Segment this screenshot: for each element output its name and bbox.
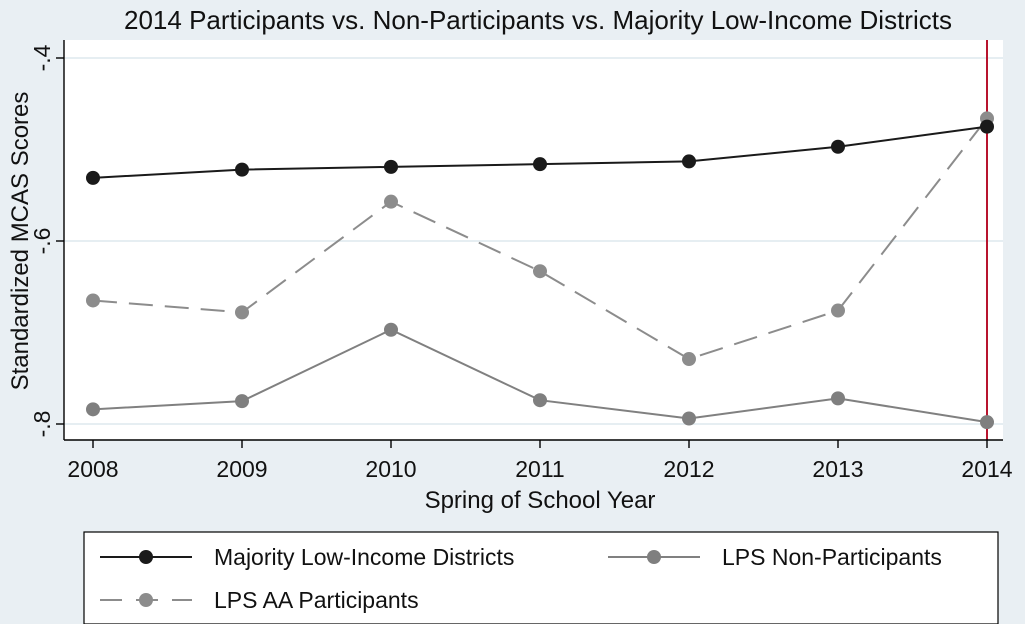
y-axis-label: Standardized MCAS Scores bbox=[7, 92, 34, 391]
series-0-point-6 bbox=[980, 120, 994, 134]
legend-label-0: Majority Low-Income Districts bbox=[214, 544, 514, 570]
series-1-point-3 bbox=[533, 393, 547, 407]
series-1-point-4 bbox=[682, 412, 696, 426]
series-2-point-1 bbox=[235, 305, 249, 319]
series-0-point-3 bbox=[533, 157, 547, 171]
series-2-point-0 bbox=[86, 293, 100, 307]
legend-marker-1 bbox=[647, 550, 661, 564]
legend-label-1: LPS Non-Participants bbox=[722, 544, 942, 570]
series-2-point-2 bbox=[384, 195, 398, 209]
x-tick-label-4: 2012 bbox=[663, 456, 714, 482]
legend-label-2: LPS AA Participants bbox=[214, 587, 419, 613]
series-0-point-2 bbox=[384, 160, 398, 174]
chart-title: 2014 Participants vs. Non-Participants v… bbox=[124, 5, 952, 35]
series-1-point-0 bbox=[86, 402, 100, 416]
series-1-point-1 bbox=[235, 394, 249, 408]
legend: Majority Low-Income Districts LPS Non-Par… bbox=[84, 532, 998, 624]
x-tick-label-3: 2011 bbox=[515, 456, 564, 482]
series-1-point-5 bbox=[831, 391, 845, 405]
series-2-point-4 bbox=[682, 352, 696, 366]
series-2-point-3 bbox=[533, 264, 547, 278]
y-tick-label-2: -.4 bbox=[29, 44, 55, 71]
x-tick-label-0: 2008 bbox=[67, 456, 118, 482]
x-axis-label: Spring of School Year bbox=[425, 487, 656, 514]
series-2-point-5 bbox=[831, 304, 845, 318]
series-0-point-5 bbox=[831, 140, 845, 154]
series-0-point-0 bbox=[86, 171, 100, 185]
x-tick-label-1: 2009 bbox=[216, 456, 267, 482]
series-1-point-6 bbox=[980, 415, 994, 429]
x-tick-label-5: 2013 bbox=[812, 456, 863, 482]
series-0-point-1 bbox=[235, 163, 249, 177]
x-tick-label-6: 2014 bbox=[961, 456, 1012, 482]
y-tick-label-0: -.8 bbox=[29, 411, 55, 438]
x-tick-label-2: 2010 bbox=[365, 456, 416, 482]
legend-marker-0 bbox=[139, 550, 153, 564]
series-0-point-4 bbox=[682, 154, 696, 168]
series-1-point-2 bbox=[384, 323, 398, 337]
legend-marker-2 bbox=[139, 593, 153, 607]
